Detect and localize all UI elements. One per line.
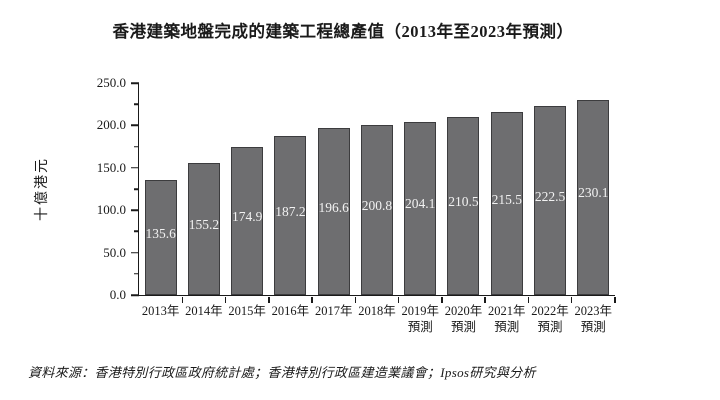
x-axis-label-line: 2014年 [185, 304, 223, 318]
bar-slot: 215.5 2021年預測 [485, 83, 530, 334]
x-axis-label-line: 2023年 [574, 304, 613, 318]
y-tick-label: 0.0 [109, 287, 126, 302]
bar-slot: 187.2 2016年 [269, 83, 314, 318]
x-axis-label-line: 預測 [537, 320, 563, 335]
x-axis-label: 2021年預測 [481, 303, 532, 336]
bar-value-label: 200.8 [361, 197, 393, 213]
bar-value-label: 215.5 [491, 191, 522, 207]
y-axis-title-text: 十億港元 [35, 157, 50, 221]
y-tick-mark [131, 209, 139, 211]
y-minor-tick-mark [134, 188, 139, 190]
bar-value-label: 210.5 [448, 193, 479, 209]
x-axis-label-line: 2020年 [444, 304, 483, 318]
bar-slot: 230.1 2023年預測 [572, 83, 616, 334]
x-axis-label: 2023年預測 [568, 303, 619, 336]
x-axis-label: 2015年 [222, 303, 273, 319]
y-tick-label: 150.0 [96, 159, 126, 175]
x-axis-label-line: 2015年 [228, 304, 266, 318]
bar-slot: 174.9 2015年 [226, 83, 270, 318]
bar: 222.5 [534, 106, 567, 295]
bar: 210.5 [447, 116, 480, 295]
x-axis-label-line: 2016年 [271, 304, 310, 318]
bar: 155.2 [187, 163, 220, 295]
bar: 187.2 [274, 136, 307, 295]
x-axis-label-line: 預測 [450, 320, 476, 335]
x-axis-label: 2016年 [265, 303, 316, 319]
y-tick-mark [131, 294, 139, 296]
bars-row: 135.6 2013年 155.2 2014年 174.9 2015年 187.2 2016年… [139, 83, 616, 334]
x-axis-label: 2017年 [308, 303, 359, 319]
y-axis-labels: 250.0 200.0 150.0 100.0 50.0 0.0 [78, 75, 126, 302]
y-tick-mark [131, 167, 139, 169]
x-axis-label-line: 2019年 [401, 304, 439, 318]
bar: 215.5 [490, 112, 523, 295]
bar-value-label: 222.5 [534, 188, 566, 204]
y-minor-tick-mark [134, 103, 139, 105]
bar: 200.8 [360, 124, 393, 295]
bar: 204.1 [404, 121, 437, 295]
x-axis-label: 2019年預測 [395, 303, 446, 336]
x-axis-label: 2013年 [135, 303, 186, 319]
x-axis-label: 2022年預測 [524, 303, 575, 336]
bar-slot: 222.5 2022年預測 [528, 83, 573, 334]
bar-value-label: 230.1 [578, 185, 609, 201]
y-tick-mark [131, 251, 139, 254]
bar-value-label: 196.6 [318, 199, 349, 215]
y-tick-label: 250.0 [96, 75, 126, 90]
y-axis-ticks [130, 82, 139, 296]
source-note: 資料來源：香港特別行政區政府統計處；香港特別行政區建造業議會；Ipsos研究與分… [28, 365, 536, 380]
y-minor-tick-mark [134, 230, 139, 233]
x-axis-label: 2020年預測 [438, 303, 489, 336]
x-axis-label-line: 預測 [580, 320, 606, 335]
x-axis-label: 2014年 [178, 303, 229, 319]
x-axis-label-line: 預測 [407, 320, 433, 335]
bar-slot: 135.6 2013年 [139, 83, 184, 318]
y-tick-label: 200.0 [96, 117, 126, 133]
bar-slot: 196.6 2017年 [312, 83, 357, 318]
x-axis-label-line: 2022年 [531, 304, 569, 318]
bar: 230.1 [577, 99, 610, 295]
y-minor-tick-mark [134, 145, 139, 148]
x-axis-label-line: 2013年 [141, 304, 180, 318]
x-axis-label: 2018年 [351, 303, 402, 319]
y-tick-label: 50.0 [103, 244, 126, 260]
y-tick-mark [131, 124, 139, 127]
y-axis-title: 十億港元 [26, 83, 56, 295]
bar-slot: 210.5 2020年預測 [442, 83, 487, 334]
bar-value-label: 204.1 [405, 196, 436, 212]
y-tick-mark [131, 82, 139, 84]
x-axis-label-line: 2021年 [488, 304, 526, 318]
plot-area: 250.0 200.0 150.0 100.0 50.0 0.0 135.6 2013年 15… [97, 75, 616, 334]
chart-title: 香港建築地盤完成的建築工程總產值（2013年至2023年預測） [112, 22, 574, 41]
x-axis-label-line: 預測 [494, 320, 520, 335]
bar-slot: 155.2 2014年 [182, 83, 227, 318]
bar-value-label: 174.9 [231, 208, 263, 224]
bar: 196.6 [317, 128, 350, 295]
x-axis-label-line: 2017年 [314, 304, 353, 318]
bar: 174.9 [231, 146, 264, 295]
bar-value-label: 155.2 [188, 217, 220, 233]
y-minor-tick-mark [134, 273, 139, 275]
bar-value-label: 135.6 [145, 225, 176, 241]
bar-slot: 204.1 2019年預測 [399, 83, 443, 334]
bar: 135.6 [144, 180, 177, 295]
bar-value-label: 187.2 [275, 203, 306, 219]
bar-slot: 200.8 2018年 [355, 83, 400, 318]
x-axis-label-line: 2018年 [358, 304, 396, 318]
y-tick-label: 100.0 [96, 202, 126, 218]
